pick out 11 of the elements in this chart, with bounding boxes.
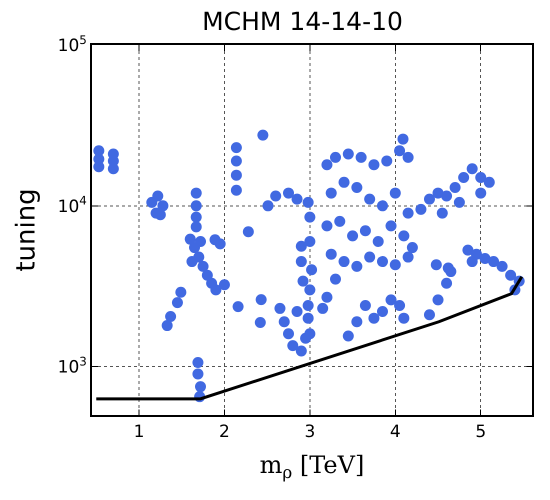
x-tick-label: 5 xyxy=(475,422,486,442)
y-tick-label: 10$^{5}$ xyxy=(58,32,87,56)
x-tick-label: 1 xyxy=(134,422,144,442)
y-tick-label: 10$^{4}$ xyxy=(58,194,87,217)
x-axis-title: m$_{ρ}$ [TeV] xyxy=(260,450,364,482)
y-axis-title: tuning xyxy=(12,188,42,272)
x-tick-label: 3 xyxy=(304,422,316,442)
chart-title: MCHM 14-14-10 xyxy=(202,7,403,36)
x-tick-label: 2 xyxy=(219,422,230,442)
y-tick-label: 10$^{3}$ xyxy=(58,354,87,378)
x-tick-label: 4 xyxy=(390,422,401,442)
